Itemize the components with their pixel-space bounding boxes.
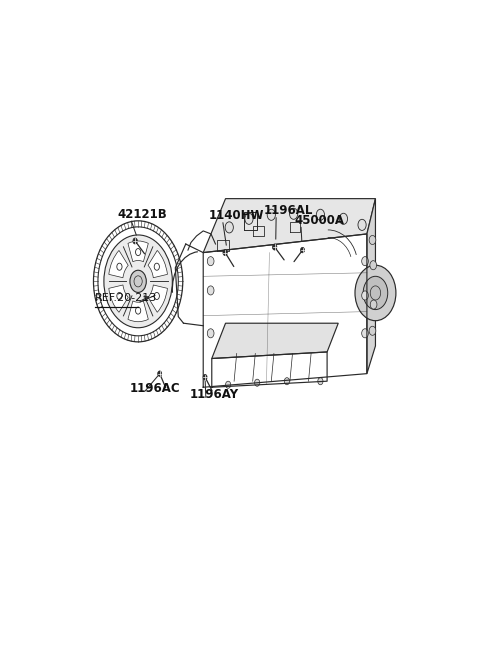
Text: 1196AY: 1196AY bbox=[190, 388, 239, 402]
Circle shape bbox=[223, 250, 228, 255]
Circle shape bbox=[362, 329, 368, 338]
Circle shape bbox=[300, 248, 304, 253]
Circle shape bbox=[245, 214, 253, 225]
Circle shape bbox=[207, 329, 214, 338]
Circle shape bbox=[362, 257, 368, 266]
Circle shape bbox=[158, 371, 162, 377]
Circle shape bbox=[284, 378, 289, 384]
Text: 45000A: 45000A bbox=[294, 214, 344, 227]
Polygon shape bbox=[203, 198, 375, 253]
Text: 42121B: 42121B bbox=[118, 208, 168, 221]
Wedge shape bbox=[128, 301, 148, 322]
Circle shape bbox=[225, 222, 233, 233]
Circle shape bbox=[104, 235, 172, 328]
Circle shape bbox=[203, 375, 207, 380]
Circle shape bbox=[355, 265, 396, 321]
Circle shape bbox=[226, 381, 231, 388]
Circle shape bbox=[207, 257, 214, 266]
Circle shape bbox=[370, 261, 377, 270]
Circle shape bbox=[267, 209, 276, 220]
Wedge shape bbox=[109, 250, 128, 278]
Text: 1196AC: 1196AC bbox=[130, 382, 180, 395]
Circle shape bbox=[207, 286, 214, 295]
Circle shape bbox=[130, 271, 146, 292]
Circle shape bbox=[370, 300, 377, 309]
Circle shape bbox=[316, 209, 324, 220]
Circle shape bbox=[318, 378, 323, 384]
Polygon shape bbox=[367, 198, 375, 373]
Text: REF.20-213: REF.20-213 bbox=[95, 293, 157, 303]
Circle shape bbox=[273, 244, 277, 250]
Polygon shape bbox=[212, 323, 338, 358]
Wedge shape bbox=[128, 241, 148, 262]
Circle shape bbox=[358, 219, 366, 231]
Circle shape bbox=[362, 291, 368, 300]
Circle shape bbox=[369, 235, 376, 244]
Wedge shape bbox=[148, 250, 168, 278]
Wedge shape bbox=[109, 285, 128, 312]
Text: 1140HW: 1140HW bbox=[209, 210, 264, 222]
Circle shape bbox=[289, 208, 298, 219]
Circle shape bbox=[254, 379, 260, 386]
Circle shape bbox=[363, 276, 388, 310]
Circle shape bbox=[339, 214, 348, 225]
Circle shape bbox=[369, 326, 376, 335]
Text: 1196AL: 1196AL bbox=[264, 204, 313, 217]
Circle shape bbox=[133, 238, 137, 244]
Wedge shape bbox=[148, 285, 168, 312]
